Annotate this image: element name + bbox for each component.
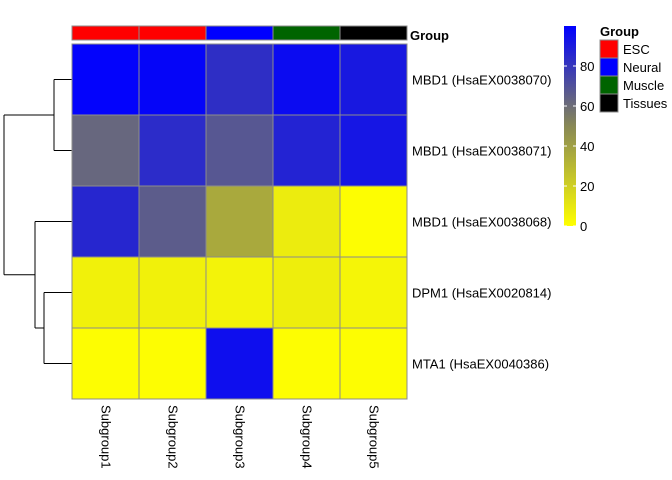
colorbar-tick-label: 0 [580,219,587,234]
column-labels: Subgroup1 Subgroup2 Subgroup3 Subgroup4 Subg… [99,405,382,469]
colorbar-gradient [564,26,576,226]
colorbar-tick-label: 20 [580,179,594,194]
heatmap-cell [205,256,274,329]
row-labels: MBD1 (HsaEX0038070) MBD1 (HsaEX0038071) MB… [412,73,551,372]
legend-label: Muscle [623,78,664,93]
heatmap-cell [138,43,207,116]
heatmap-cell [138,114,207,187]
annotation-cell [138,25,207,41]
legend-label: Neural [623,60,661,75]
heatmap-cell [205,43,274,116]
column-annotation-bar [71,25,408,41]
heatmap-cell [205,327,274,400]
colorbar-tick-label: 80 [580,59,594,74]
legend-swatch [599,93,619,113]
row-label: DPM1 (HsaEX0020814) [412,286,551,301]
column-label: Subgroup5 [367,405,382,469]
colorbar: 0 20 40 60 80 [564,26,594,234]
heatmap-cell [71,256,140,329]
column-label: Subgroup1 [99,405,114,469]
heatmap-cell [205,114,274,187]
heatmap-cell [339,43,408,116]
heatmap-cell [339,256,408,329]
annotation-cell [339,25,408,41]
colorbar-tick-label: 40 [580,139,594,154]
legend-title: Group [600,24,639,39]
heatmap-cell [272,114,341,187]
row-dendrogram [3,79,72,364]
heatmap-cell [138,185,207,258]
heatmap-cell [138,256,207,329]
heatmap-cell [339,185,408,258]
row-label: MBD1 (HsaEX0038068) [412,215,551,230]
heatmap-cell [272,327,341,400]
heatmap-cell [71,114,140,187]
heatmap-cell [339,327,408,400]
legend-label: ESC [623,42,650,57]
row-label: MBD1 (HsaEX0038071) [412,144,551,159]
annotation-cell [205,25,274,41]
annotation-cell [272,25,341,41]
heatmap-cell [71,43,140,116]
column-label: Subgroup4 [300,405,315,469]
heatmap-cell [71,185,140,258]
heatmap-cell [138,327,207,400]
annotation-cell [71,25,140,41]
colorbar-tick-label: 60 [580,99,594,114]
legend-swatch [599,57,619,77]
heatmap-cell [272,185,341,258]
group-legend: Group ESC Neural Muscle Tissues [599,24,668,113]
row-label: MBD1 (HsaEX0038070) [412,73,551,88]
row-label: MTA1 (HsaEX0040386) [412,357,549,372]
column-label: Subgroup3 [233,405,248,469]
heatmap-cell [272,43,341,116]
legend-swatch [599,39,619,59]
heatmap-cells [71,43,408,400]
annotation-label: Group [410,28,449,43]
legend-label: Tissues [623,96,668,111]
column-label: Subgroup2 [166,405,181,469]
heatmap-cell [339,114,408,187]
heatmap-cell [71,327,140,400]
heatmap-cell [205,185,274,258]
heatmap-cell [272,256,341,329]
legend-swatch [599,75,619,95]
